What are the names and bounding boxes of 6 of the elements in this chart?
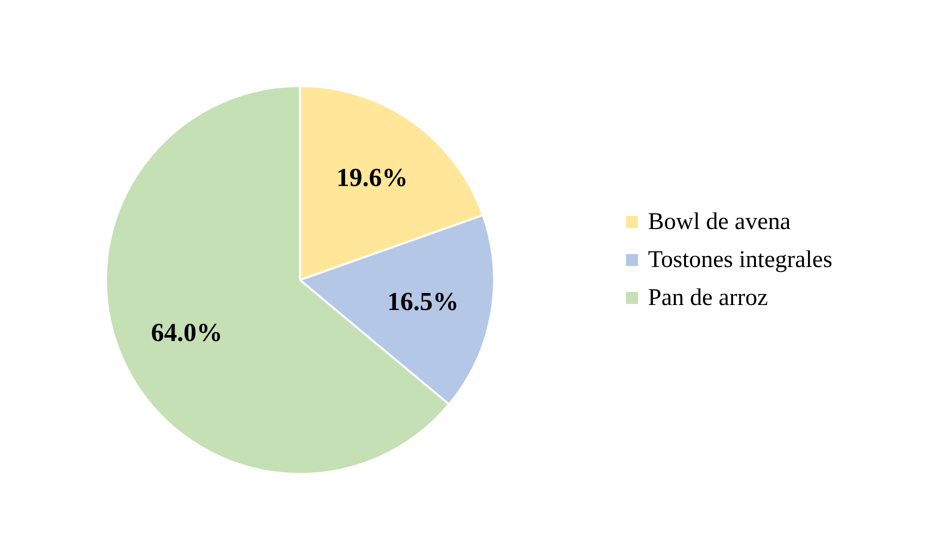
- data-label: 64.0%: [151, 318, 223, 347]
- legend-label: Pan de arroz: [648, 285, 768, 311]
- data-label: 19.6%: [336, 162, 408, 192]
- legend-label: Bowl de avena: [648, 209, 791, 235]
- legend-label: Tostones integrales: [648, 247, 832, 273]
- data-label: 16.5%: [387, 287, 459, 316]
